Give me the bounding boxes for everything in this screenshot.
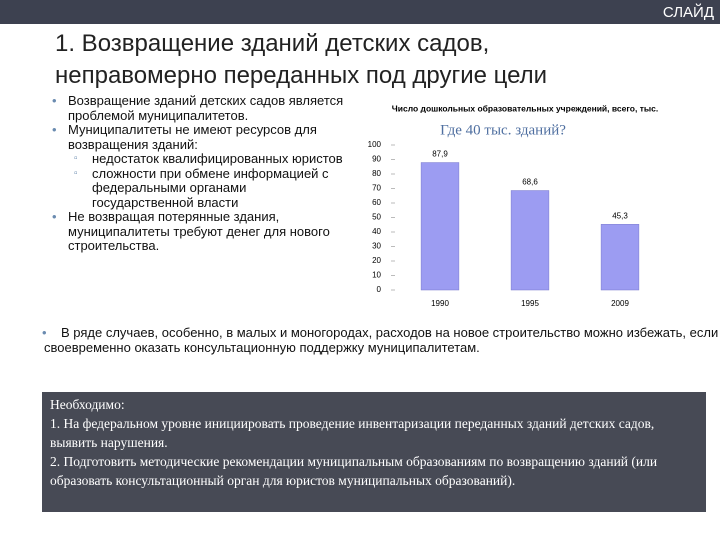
y-tick-label: 100 bbox=[368, 140, 382, 149]
bullet-marker: • bbox=[42, 325, 61, 340]
y-tick-label: 70 bbox=[372, 184, 381, 193]
x-tick-label: 1990 bbox=[431, 299, 449, 308]
y-tick-label: 50 bbox=[372, 213, 381, 222]
value-label: 45,3 bbox=[612, 211, 628, 220]
value-label: 87,9 bbox=[432, 150, 448, 159]
x-tick-label: 1995 bbox=[521, 299, 539, 308]
conclusion-box: Необходимо: 1. На федеральном уровне ини… bbox=[42, 392, 706, 512]
bar bbox=[600, 224, 640, 291]
chart-title: Число дошкольных образовательных учрежде… bbox=[392, 103, 658, 113]
box-line: 1. На федеральном уровне инициировать пр… bbox=[50, 416, 655, 450]
bullet-list: Возвращение зданий детских садов являетс… bbox=[50, 93, 345, 254]
annotation: Где 40 тыс. зданий? bbox=[440, 122, 566, 138]
y-tick-label: 60 bbox=[372, 198, 381, 207]
bar bbox=[420, 162, 460, 291]
header-bar: СЛАЙД bbox=[0, 0, 720, 24]
header-label: СЛАЙД bbox=[662, 4, 714, 21]
y-tick-label: 40 bbox=[372, 227, 381, 236]
chart: Число дошкольных образовательных учрежде… bbox=[368, 103, 659, 308]
bullet: Возвращение зданий детских садов являетс… bbox=[50, 93, 345, 123]
bullet: Не возвращая потерянные здания, муниципа… bbox=[50, 209, 345, 254]
y-tick-label: 0 bbox=[377, 285, 382, 294]
bullet: Муниципалитеты не имеют ресурсов для воз… bbox=[50, 122, 345, 152]
x-tick-label: 2009 bbox=[611, 299, 629, 308]
paragraph: • В ряде случаев, особенно, в малых и мо… bbox=[42, 325, 720, 355]
y-tick-label: 10 bbox=[372, 271, 381, 280]
sub-bullet: сложности при обмене информацией с федер… bbox=[50, 166, 345, 211]
title-line: 1. Возвращение зданий детских садов, bbox=[55, 30, 490, 57]
y-tick-label: 90 bbox=[372, 155, 381, 164]
value-label: 68,6 bbox=[522, 178, 538, 187]
y-tick-label: 80 bbox=[372, 169, 381, 178]
box-line: Необходимо: bbox=[50, 397, 125, 412]
y-tick-label: 20 bbox=[372, 256, 381, 265]
bar bbox=[510, 190, 550, 291]
paragraph-text: В ряде случаев, особенно, в малых и моно… bbox=[44, 325, 719, 355]
y-tick-label: 30 bbox=[372, 242, 381, 251]
title-line: неправомерно переданных под другие цели bbox=[55, 62, 548, 89]
sub-bullet: недостаток квалифицированных юристов bbox=[50, 151, 345, 167]
box-line: 2. Подготовить методические рекомендации… bbox=[50, 454, 658, 488]
